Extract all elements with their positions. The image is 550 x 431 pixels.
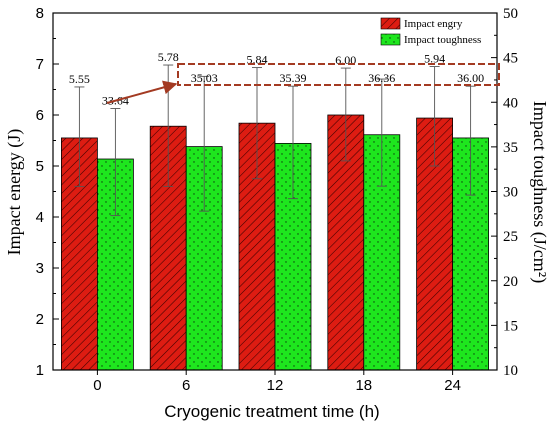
highlight-arrow <box>106 80 178 104</box>
right-tick-label: 35 <box>503 140 518 156</box>
right-tick-label: 50 <box>503 6 518 22</box>
right-tick-label: 20 <box>503 274 518 290</box>
y-axis-right-label: Impact toughness (J/cm²) <box>529 101 550 283</box>
left-tick-label: 1 <box>36 362 44 379</box>
left-tick-label: 6 <box>36 107 44 124</box>
x-tick-label: 18 <box>355 377 372 394</box>
right-tick-label: 40 <box>503 95 518 111</box>
x-tick-label: 24 <box>444 377 461 394</box>
y-axis-left-label: Impact energy (J) <box>4 129 25 256</box>
data-label-toughness: 35.39 <box>280 71 307 85</box>
left-tick-label: 5 <box>36 158 44 175</box>
legend: Impact engry Impact toughness <box>380 17 481 46</box>
right-tick-label: 10 <box>503 363 518 379</box>
right-tick-label: 25 <box>503 229 518 245</box>
legend-swatch-energy <box>380 17 401 30</box>
left-tick-label: 2 <box>36 311 44 328</box>
x-tick-label: 0 <box>93 377 101 394</box>
legend-label-toughness: Impact toughness <box>404 34 481 46</box>
right-y-axis: 10 15 20 25 30 35 40 45 50 <box>491 6 518 379</box>
x-axis: 0 6 12 18 24 <box>93 370 461 394</box>
right-tick-label: 30 <box>503 185 518 201</box>
data-label-toughness: 36.00 <box>457 71 484 85</box>
data-label-toughness: 35.03 <box>191 71 218 85</box>
left-tick-label: 3 <box>36 260 44 277</box>
legend-label-energy: Impact engry <box>404 18 463 30</box>
left-tick-label: 7 <box>36 56 44 73</box>
right-tick-label: 45 <box>503 51 518 67</box>
data-label-energy: 5.55 <box>69 72 90 86</box>
data-label-toughness: 36.36 <box>368 71 395 85</box>
data-labels: 5.555.785.846.005.9433.6435.0335.3936.36… <box>69 50 484 107</box>
left-tick-label: 8 <box>36 5 44 22</box>
x-tick-label: 6 <box>182 377 190 394</box>
left-tick-label: 4 <box>36 209 44 226</box>
right-tick-label: 15 <box>503 318 518 334</box>
left-y-axis: 1 2 3 4 5 6 7 8 <box>36 5 59 379</box>
x-tick-label: 12 <box>267 377 284 394</box>
error-bars <box>74 64 476 217</box>
data-label-energy: 5.78 <box>158 50 179 64</box>
bars <box>61 114 490 371</box>
data-label-energy: 5.94 <box>424 52 445 66</box>
x-axis-label: Cryogenic treatment time (h) <box>164 402 379 421</box>
highlight-box <box>177 63 500 86</box>
legend-swatch-toughness <box>380 33 401 46</box>
